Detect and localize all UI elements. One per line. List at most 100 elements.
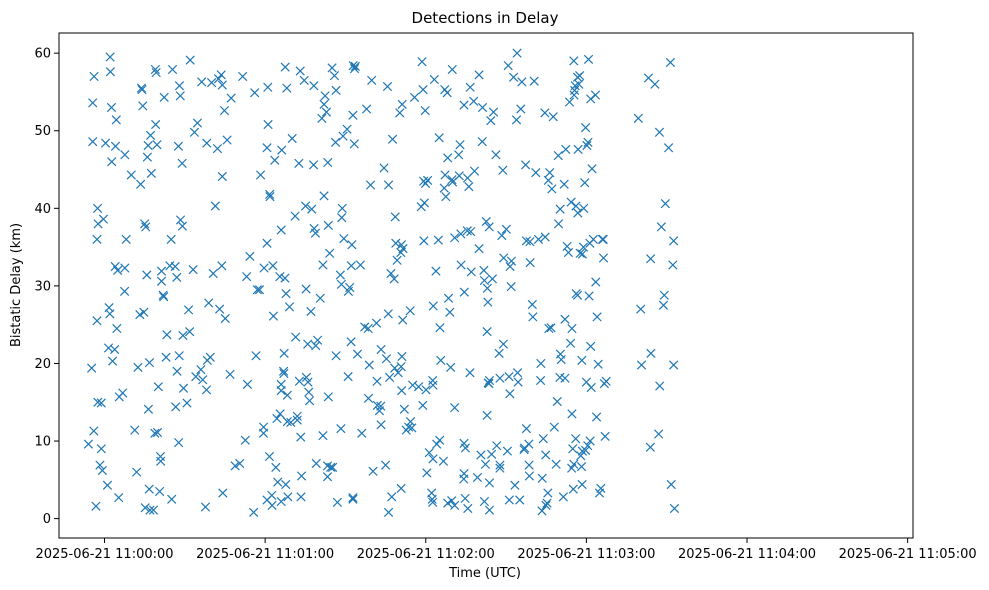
data-point [511,115,522,125]
data-point [105,309,115,319]
data-point [105,52,115,62]
data-point [543,175,554,186]
data-point [419,198,430,208]
data-point [495,373,505,383]
data-point [389,274,399,284]
data-point [433,235,443,245]
data-point [392,255,402,265]
data-point [561,144,571,154]
data-point [383,180,394,190]
data-point [591,412,602,422]
data-point [585,436,595,446]
data-point [320,91,330,101]
data-point [364,360,374,370]
data-point [484,505,495,515]
data-point [210,201,220,211]
data-point [669,236,679,246]
data-point [529,76,539,86]
data-point [371,318,382,328]
data-point [384,372,395,383]
data-point [327,462,338,473]
data-point [311,458,321,469]
data-point [508,72,519,82]
data-point [499,253,509,263]
data-point [583,441,593,451]
data-point [506,256,517,266]
data-point [172,272,182,282]
data-point [177,221,188,231]
data-point [537,506,547,516]
data-point [330,137,341,148]
data-point [573,208,583,218]
data-point [396,483,406,493]
data-point [348,110,358,120]
data-point [118,388,128,398]
data-point [432,439,442,449]
data-point [312,335,323,345]
data-point [275,271,285,282]
data-point [273,477,283,487]
data-point [110,344,120,355]
data-point [332,497,343,507]
data-point [442,88,452,98]
data-point [280,62,290,72]
data-point [304,396,315,406]
data-point [107,157,117,167]
data-point [284,302,295,312]
data-point [319,191,329,201]
data-point [156,456,166,466]
data-point [376,344,386,355]
data-point [325,248,335,258]
data-point [96,398,106,408]
data-point [463,503,473,514]
data-point [189,127,200,137]
data-point [311,340,321,351]
data-point [487,274,498,284]
data-point [139,307,149,317]
data-point [564,97,575,107]
data-point [326,462,336,473]
data-point [584,291,594,301]
data-point [650,79,660,89]
data-point [588,234,598,244]
data-point [567,409,577,419]
data-point [387,492,397,502]
y-axis: 0 10 20 30 40 50 60 [34,47,59,527]
data-point [130,425,140,435]
data-point [267,490,277,500]
data-point [120,263,130,273]
data-point [155,486,165,497]
data-point [538,434,548,444]
y-tick-label: 40 [34,202,51,217]
data-point [347,240,357,250]
data-point [140,219,150,229]
data-point [580,123,591,133]
data-point [459,468,469,479]
data-point [479,275,490,286]
data-point [459,287,469,297]
data-point [291,332,301,342]
data-point [438,456,449,466]
data-point [571,201,581,211]
data-point [137,85,147,95]
data-point [488,107,499,117]
data-point [583,54,594,64]
data-point [501,224,511,234]
data-point [196,365,206,375]
data-point [376,420,386,430]
data-point [578,242,589,252]
data-point [443,293,454,303]
data-point [310,228,321,238]
data-point [348,493,358,503]
data-point [318,430,328,441]
data-point [600,431,610,442]
data-point [200,502,211,512]
data-point [206,78,217,88]
data-point [215,304,225,314]
data-point [167,64,178,75]
data-point [88,136,98,147]
data-point [571,434,581,444]
data-point [271,462,281,473]
data-point [391,238,401,248]
